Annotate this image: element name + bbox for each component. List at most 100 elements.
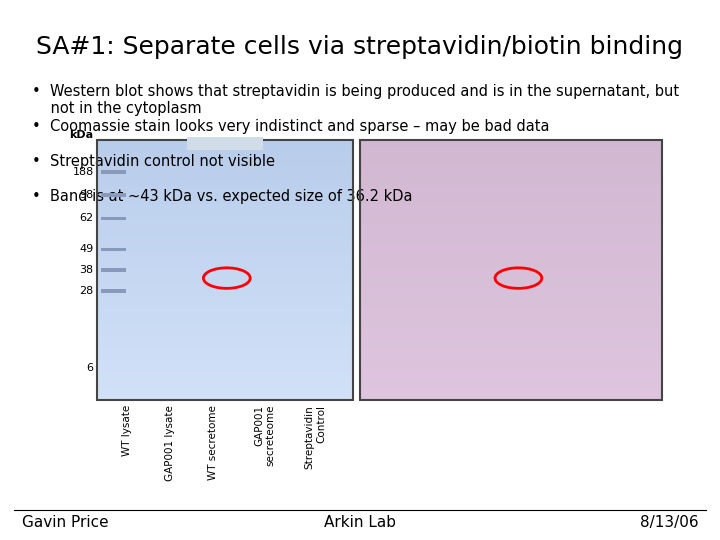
Bar bbox=[360, 179, 662, 186]
Text: Arkin Lab: Arkin Lab bbox=[324, 515, 396, 530]
Bar bbox=[97, 341, 353, 348]
Bar bbox=[97, 276, 353, 283]
Bar bbox=[97, 289, 353, 296]
Bar bbox=[97, 328, 353, 335]
Bar bbox=[101, 193, 126, 197]
Bar bbox=[360, 160, 662, 166]
Bar bbox=[97, 302, 353, 309]
Bar bbox=[97, 251, 353, 257]
Bar bbox=[101, 248, 126, 252]
Bar bbox=[97, 218, 353, 225]
Bar bbox=[97, 257, 353, 264]
Bar bbox=[360, 348, 662, 354]
Bar bbox=[360, 192, 662, 199]
Bar bbox=[360, 186, 662, 192]
Bar bbox=[360, 270, 662, 276]
Bar bbox=[360, 231, 662, 238]
Bar bbox=[97, 166, 353, 173]
Bar bbox=[97, 179, 353, 186]
Text: SA#1: Separate cells via streptavidin/biotin binding: SA#1: Separate cells via streptavidin/bi… bbox=[37, 35, 683, 59]
Bar bbox=[360, 199, 662, 205]
Bar bbox=[97, 335, 353, 341]
Bar bbox=[360, 225, 662, 231]
Bar bbox=[360, 328, 662, 335]
Bar bbox=[97, 231, 353, 238]
Text: 8/13/06: 8/13/06 bbox=[640, 515, 698, 530]
Bar bbox=[97, 296, 353, 302]
Bar bbox=[97, 160, 353, 166]
Bar bbox=[97, 212, 353, 218]
Text: WT lysate: WT lysate bbox=[122, 405, 132, 456]
Text: 6: 6 bbox=[86, 363, 94, 374]
Bar bbox=[360, 257, 662, 264]
Bar bbox=[360, 341, 662, 348]
Bar bbox=[97, 361, 353, 367]
Bar bbox=[360, 374, 662, 380]
Bar bbox=[360, 302, 662, 309]
Bar bbox=[360, 251, 662, 257]
Bar bbox=[97, 380, 353, 387]
Bar bbox=[97, 264, 353, 270]
Bar bbox=[97, 153, 353, 160]
Bar bbox=[97, 186, 353, 192]
Bar bbox=[97, 367, 353, 374]
Text: kDa: kDa bbox=[69, 130, 94, 140]
Text: 38: 38 bbox=[79, 265, 94, 275]
Bar bbox=[97, 270, 353, 276]
Bar bbox=[97, 199, 353, 205]
Bar bbox=[360, 212, 662, 218]
Text: 28: 28 bbox=[79, 286, 94, 296]
Text: •  Streptavidin control not visible: • Streptavidin control not visible bbox=[32, 154, 275, 169]
Bar bbox=[97, 205, 353, 212]
Bar bbox=[101, 170, 126, 174]
Bar bbox=[360, 354, 662, 361]
Text: 188: 188 bbox=[72, 166, 94, 177]
Bar bbox=[97, 387, 353, 393]
Bar bbox=[360, 166, 662, 173]
Bar bbox=[360, 309, 662, 315]
Bar bbox=[360, 205, 662, 212]
Bar bbox=[97, 309, 353, 315]
Text: WT secretome: WT secretome bbox=[208, 405, 218, 480]
Bar bbox=[186, 137, 264, 150]
Bar bbox=[97, 192, 353, 199]
Bar bbox=[360, 367, 662, 374]
Bar bbox=[97, 147, 353, 153]
Bar bbox=[360, 361, 662, 367]
Bar bbox=[360, 296, 662, 302]
Bar bbox=[360, 380, 662, 387]
Bar bbox=[97, 322, 353, 328]
Bar bbox=[360, 140, 662, 147]
Text: •  Band is at ~43 kDa vs. expected size of 36.2 kDa: • Band is at ~43 kDa vs. expected size o… bbox=[32, 189, 413, 204]
Bar bbox=[97, 393, 353, 400]
Text: GAP001 lysate: GAP001 lysate bbox=[165, 405, 175, 481]
Text: 62: 62 bbox=[79, 213, 94, 223]
Text: •  Western blot shows that streptavidin is being produced and is in the supernat: • Western blot shows that streptavidin i… bbox=[32, 84, 680, 116]
Bar bbox=[97, 244, 353, 251]
Bar bbox=[360, 387, 662, 393]
Text: 98: 98 bbox=[79, 190, 94, 200]
Bar bbox=[101, 217, 126, 220]
Bar bbox=[360, 393, 662, 400]
Bar bbox=[97, 348, 353, 354]
Bar bbox=[97, 354, 353, 361]
Text: •  Coomassie stain looks very indistinct and sparse – may be bad data: • Coomassie stain looks very indistinct … bbox=[32, 119, 550, 134]
Bar bbox=[360, 276, 662, 283]
Bar bbox=[360, 315, 662, 322]
Bar bbox=[97, 173, 353, 179]
Text: Gavin Price: Gavin Price bbox=[22, 515, 108, 530]
Bar bbox=[97, 374, 353, 380]
Bar bbox=[97, 283, 353, 289]
Bar bbox=[360, 244, 662, 251]
Bar bbox=[360, 335, 662, 341]
Bar bbox=[360, 147, 662, 153]
Bar bbox=[97, 315, 353, 322]
Bar bbox=[360, 218, 662, 225]
Bar bbox=[97, 225, 353, 231]
Bar bbox=[360, 289, 662, 296]
Bar bbox=[360, 238, 662, 244]
Text: Streptavidin
Control: Streptavidin Control bbox=[305, 405, 326, 469]
Bar bbox=[97, 140, 353, 147]
Bar bbox=[360, 264, 662, 270]
Text: GAP001
secreteome: GAP001 secreteome bbox=[254, 405, 276, 467]
